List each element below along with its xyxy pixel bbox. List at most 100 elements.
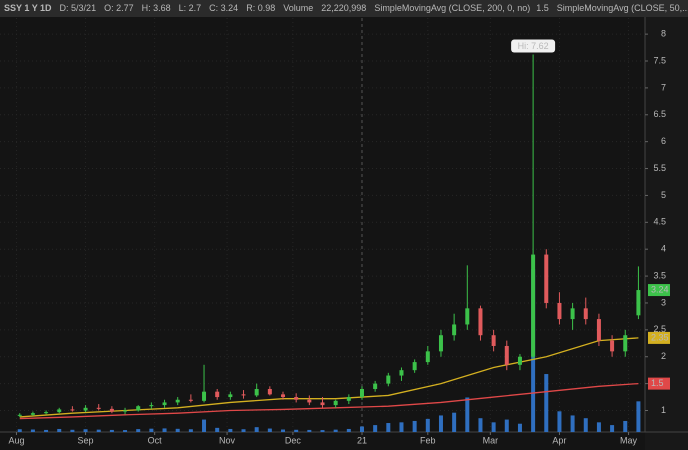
candle-body [425,351,430,363]
header-item: L: 2.7 [179,3,202,13]
y-tick-label: 5.5 [653,163,666,173]
volume-bar [202,419,207,432]
y-tick-label: 1 [661,405,666,415]
x-tick-label: Feb [420,435,436,445]
volume-bar [294,429,299,432]
candle-body [636,290,641,316]
x-tick-label: Oct [148,435,163,445]
candle-body [215,391,220,398]
header-bar [0,0,688,17]
x-tick-label: Dec [285,435,302,445]
y-tick-label: 7.5 [653,55,666,65]
volume-bar [17,429,22,432]
volume-bar [478,418,483,432]
candle-body [149,405,154,407]
volume-bar [452,412,457,432]
y-tick-label: 3 [661,297,666,307]
candle-body [504,345,509,365]
value-tag-label: 1.5 [651,378,664,388]
volume-bar [70,429,75,432]
candle-body [478,308,483,336]
y-tick-label: 7 [661,82,666,92]
y-tick-label: 4.5 [653,217,666,227]
candle-body [162,402,167,406]
candle-body [307,399,312,403]
candle-body [109,408,114,412]
candle-body [228,394,233,398]
volume-bar [307,429,312,432]
volume-bar [188,429,193,432]
volume-bar [359,426,364,432]
candle-body [544,254,549,303]
header-item: O: 2.77 [104,3,134,13]
volume-bar [267,428,272,432]
candle-body [452,324,457,336]
header-item: SSY 1 Y 1D [4,3,52,13]
y-tick-label: 5 [661,190,666,200]
header-item: D: 5/3/21 [60,3,97,13]
candle-body [202,391,207,401]
header-item: H: 3.68 [142,3,171,13]
header-item: 22,220,998 [321,3,366,13]
volume-bar [123,430,128,432]
volume-bar [136,429,141,432]
volume-bar [399,422,404,432]
volume-bar [254,427,259,432]
candle-body [531,254,536,357]
candle-body [188,399,193,401]
y-tick-label: 3.5 [653,270,666,280]
volume-bar [320,430,325,432]
volume-bar [109,429,114,432]
candle-body [57,409,62,413]
candle-body [175,399,180,403]
candle-body [267,388,272,395]
volume-bar [623,420,628,432]
candle-body [491,335,496,346]
volume-bar [504,419,509,432]
volume-bar [465,397,470,432]
candle-body [281,394,286,398]
candle-body [83,407,88,411]
header-item: Volume [283,3,313,13]
volume-bar [175,428,180,432]
header-item: R: 0.98 [246,3,275,13]
candle-body [136,406,141,411]
y-tick-label: 4 [661,244,666,254]
volume-bar [386,423,391,432]
candle-body [294,397,299,400]
volume-bar [228,428,233,432]
volume-bar [57,428,62,432]
volume-bar [610,425,615,432]
header-item: C: 3.24 [209,3,238,13]
annotation-box [511,39,556,53]
y-tick-label: 2 [661,351,666,361]
volume-bar [215,427,220,432]
y-tick-label: 6 [661,136,666,146]
volume-bar [241,429,246,432]
value-tag [648,284,670,297]
x-tick-label: May [620,435,638,445]
volume-bar [162,428,167,432]
legend-value: 1.5 [536,3,549,13]
y-tick-label: 8 [661,29,666,39]
volume-bar [44,429,49,432]
candle-body [96,407,101,409]
candle-body [386,375,391,384]
x-tick-label: Aug [8,435,24,445]
volume-bar [557,411,562,432]
candle-body [17,414,22,416]
x-tick-label: Sep [78,435,94,445]
candle-body [570,308,575,320]
y-tick-label: 2.5 [653,324,666,334]
volume-bar [544,374,549,432]
volume-bar [425,418,430,432]
volume-bar [570,415,575,432]
candle-body [320,402,325,406]
candle-body [333,400,338,406]
candle-body [359,388,364,398]
x-tick-label: Mar [483,435,499,445]
candle-body [346,397,351,401]
candle-body [70,409,75,411]
